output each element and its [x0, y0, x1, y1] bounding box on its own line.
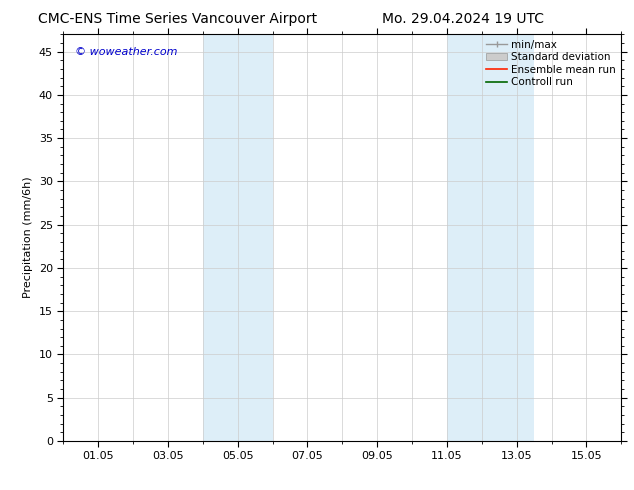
Bar [447, 34, 534, 441]
Text: Mo. 29.04.2024 19 UTC: Mo. 29.04.2024 19 UTC [382, 12, 544, 26]
Text: CMC-ENS Time Series Vancouver Airport: CMC-ENS Time Series Vancouver Airport [38, 12, 317, 26]
Text: © woweather.com: © woweather.com [75, 47, 177, 56]
Legend: min/max, Standard deviation, Ensemble mean run, Controll run: min/max, Standard deviation, Ensemble me… [484, 37, 618, 89]
Bar [203, 34, 273, 441]
Y-axis label: Precipitation (mm/6h): Precipitation (mm/6h) [23, 177, 34, 298]
